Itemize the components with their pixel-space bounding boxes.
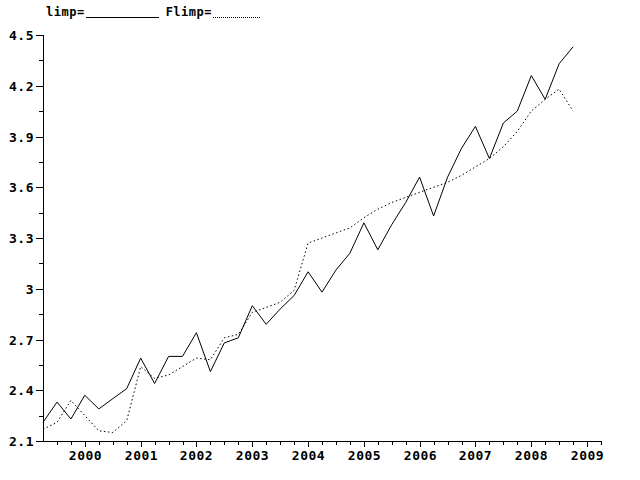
x-axis-tick-label: 2008 <box>515 448 548 463</box>
y-axis-tick-label: 2.1 <box>9 434 34 449</box>
x-axis-tick-label: 2006 <box>404 448 437 463</box>
y-axis-tick-label: 2.7 <box>9 333 34 348</box>
y-axis-tick-label: 3.3 <box>9 231 34 246</box>
y-axis-tick-label: 3.9 <box>9 130 34 145</box>
y-axis-tick-label: 4.5 <box>9 28 34 43</box>
x-axis-tick-label: 2001 <box>125 448 158 463</box>
x-axis-tick-label: 2004 <box>292 448 325 463</box>
limp-series-line <box>43 47 573 423</box>
x-axis-tick-label: 2003 <box>236 448 269 463</box>
line-chart: 2.1 2.4 2.7 3 3.3 3.6 3.9 4.2 4.5 2000 2001 2002 200… <box>0 0 640 480</box>
x-axis-tick-label: 2002 <box>180 448 213 463</box>
y-axis-tick-label: 2.4 <box>9 383 34 398</box>
x-axis-tick-label: 2000 <box>69 448 102 463</box>
plot-window: limp= Flimp= 2.12.42.733.33.63.94.24.520… <box>0 0 640 480</box>
y-axis-tick-label: 4.2 <box>9 79 34 94</box>
x-axis-tick-label: 2007 <box>459 448 492 463</box>
y-axis-tick-label: 3 <box>26 282 34 297</box>
x-axis-tick-label: 2009 <box>571 448 604 463</box>
y-axis-tick-label: 3.6 <box>9 180 34 195</box>
Flimp-series-line <box>43 89 573 432</box>
x-axis-tick-label: 2005 <box>348 448 381 463</box>
